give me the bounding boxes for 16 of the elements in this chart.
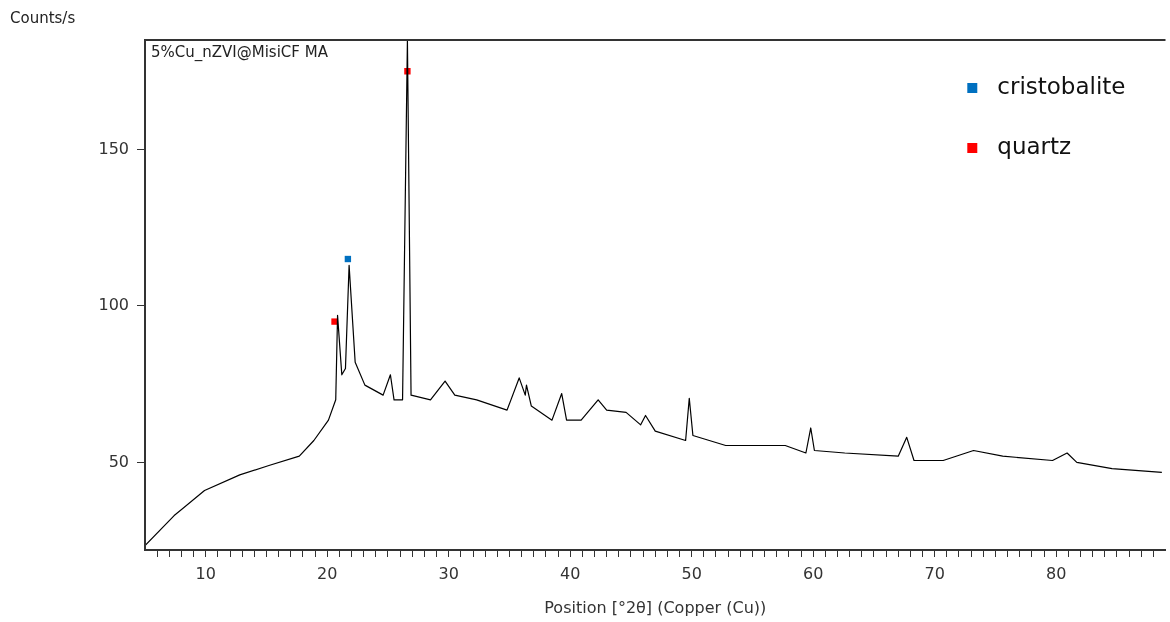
y-tick-label: 50 [108, 451, 129, 471]
x-tick-label: 20 [317, 563, 338, 583]
x-tick-label: 10 [195, 563, 216, 583]
legend-label: quartz [997, 132, 1072, 159]
x-tick-label: 70 [924, 563, 945, 583]
y-tick-label: 100 [98, 295, 129, 315]
x-tick-label: 30 [438, 563, 459, 583]
x-tick-label: 60 [803, 563, 824, 583]
x-tick-label: 50 [681, 563, 702, 583]
x-tick-label: 40 [560, 563, 581, 583]
x-tick-label: 80 [1045, 563, 1067, 583]
y-axis-title: Counts/s [10, 9, 76, 28]
x-axis-title: Position [°2θ] (Copper (Cu)) [544, 597, 767, 617]
annotation: 5%Cu_nZVI@MisiCF MA [151, 43, 329, 63]
legend-label: cristobalite [997, 72, 1126, 99]
y-tick-label: 150 [98, 138, 129, 158]
